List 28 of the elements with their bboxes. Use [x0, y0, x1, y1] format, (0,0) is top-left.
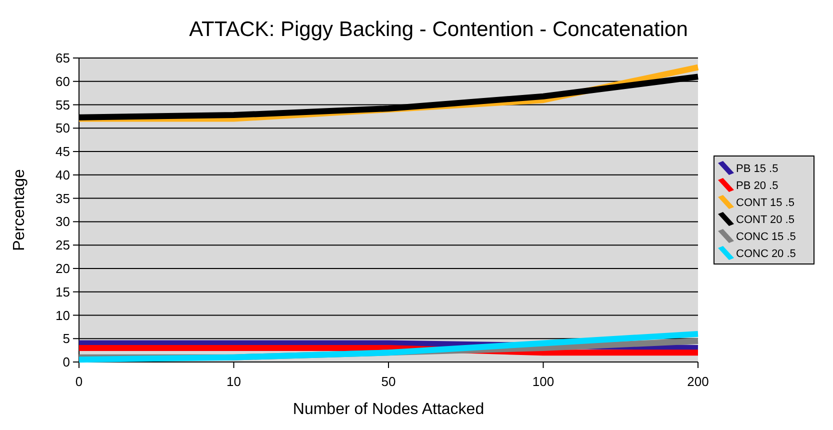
y-tick-label: 15: [56, 284, 70, 300]
legend-label: CONT 20 .5: [736, 214, 794, 226]
y-tick-label: 0: [62, 354, 70, 370]
y-tick-label: 60: [56, 74, 70, 89]
y-tick-label: 10: [56, 308, 70, 323]
x-tick-label: 50: [381, 374, 396, 389]
x-tick-label: 200: [687, 374, 709, 389]
chart-title: ATTACK: Piggy Backing - Contention - Concatenation: [189, 18, 688, 41]
y-tick-label: 40: [56, 167, 70, 182]
y-tick-label: 25: [56, 238, 70, 253]
x-tick-label: 10: [226, 374, 241, 389]
x-tick-label: 0: [75, 374, 83, 389]
legend-label: CONC 20 .5: [736, 248, 796, 260]
x-axis-title: Number of Nodes Attacked: [292, 401, 484, 418]
legend-label: CONC 15 .5: [736, 230, 796, 243]
y-tick-label: 5: [62, 331, 70, 346]
y-tick-label: 35: [56, 190, 70, 206]
y-tick-label: 30: [56, 214, 70, 230]
legend-label: PB 20 .5: [736, 180, 778, 192]
y-tick-label: 65: [56, 50, 70, 66]
x-tick-label: 100: [532, 374, 554, 389]
y-tick-label: 45: [56, 144, 70, 160]
legend-label: PB 15 .5: [736, 162, 778, 175]
legend-label: CONT 15 .5: [736, 196, 794, 209]
y-tick-label: 50: [56, 120, 70, 136]
y-tick-label: 55: [56, 97, 70, 112]
y-axis-title: Percentage: [11, 168, 28, 251]
y-tick-label: 20: [56, 261, 70, 276]
